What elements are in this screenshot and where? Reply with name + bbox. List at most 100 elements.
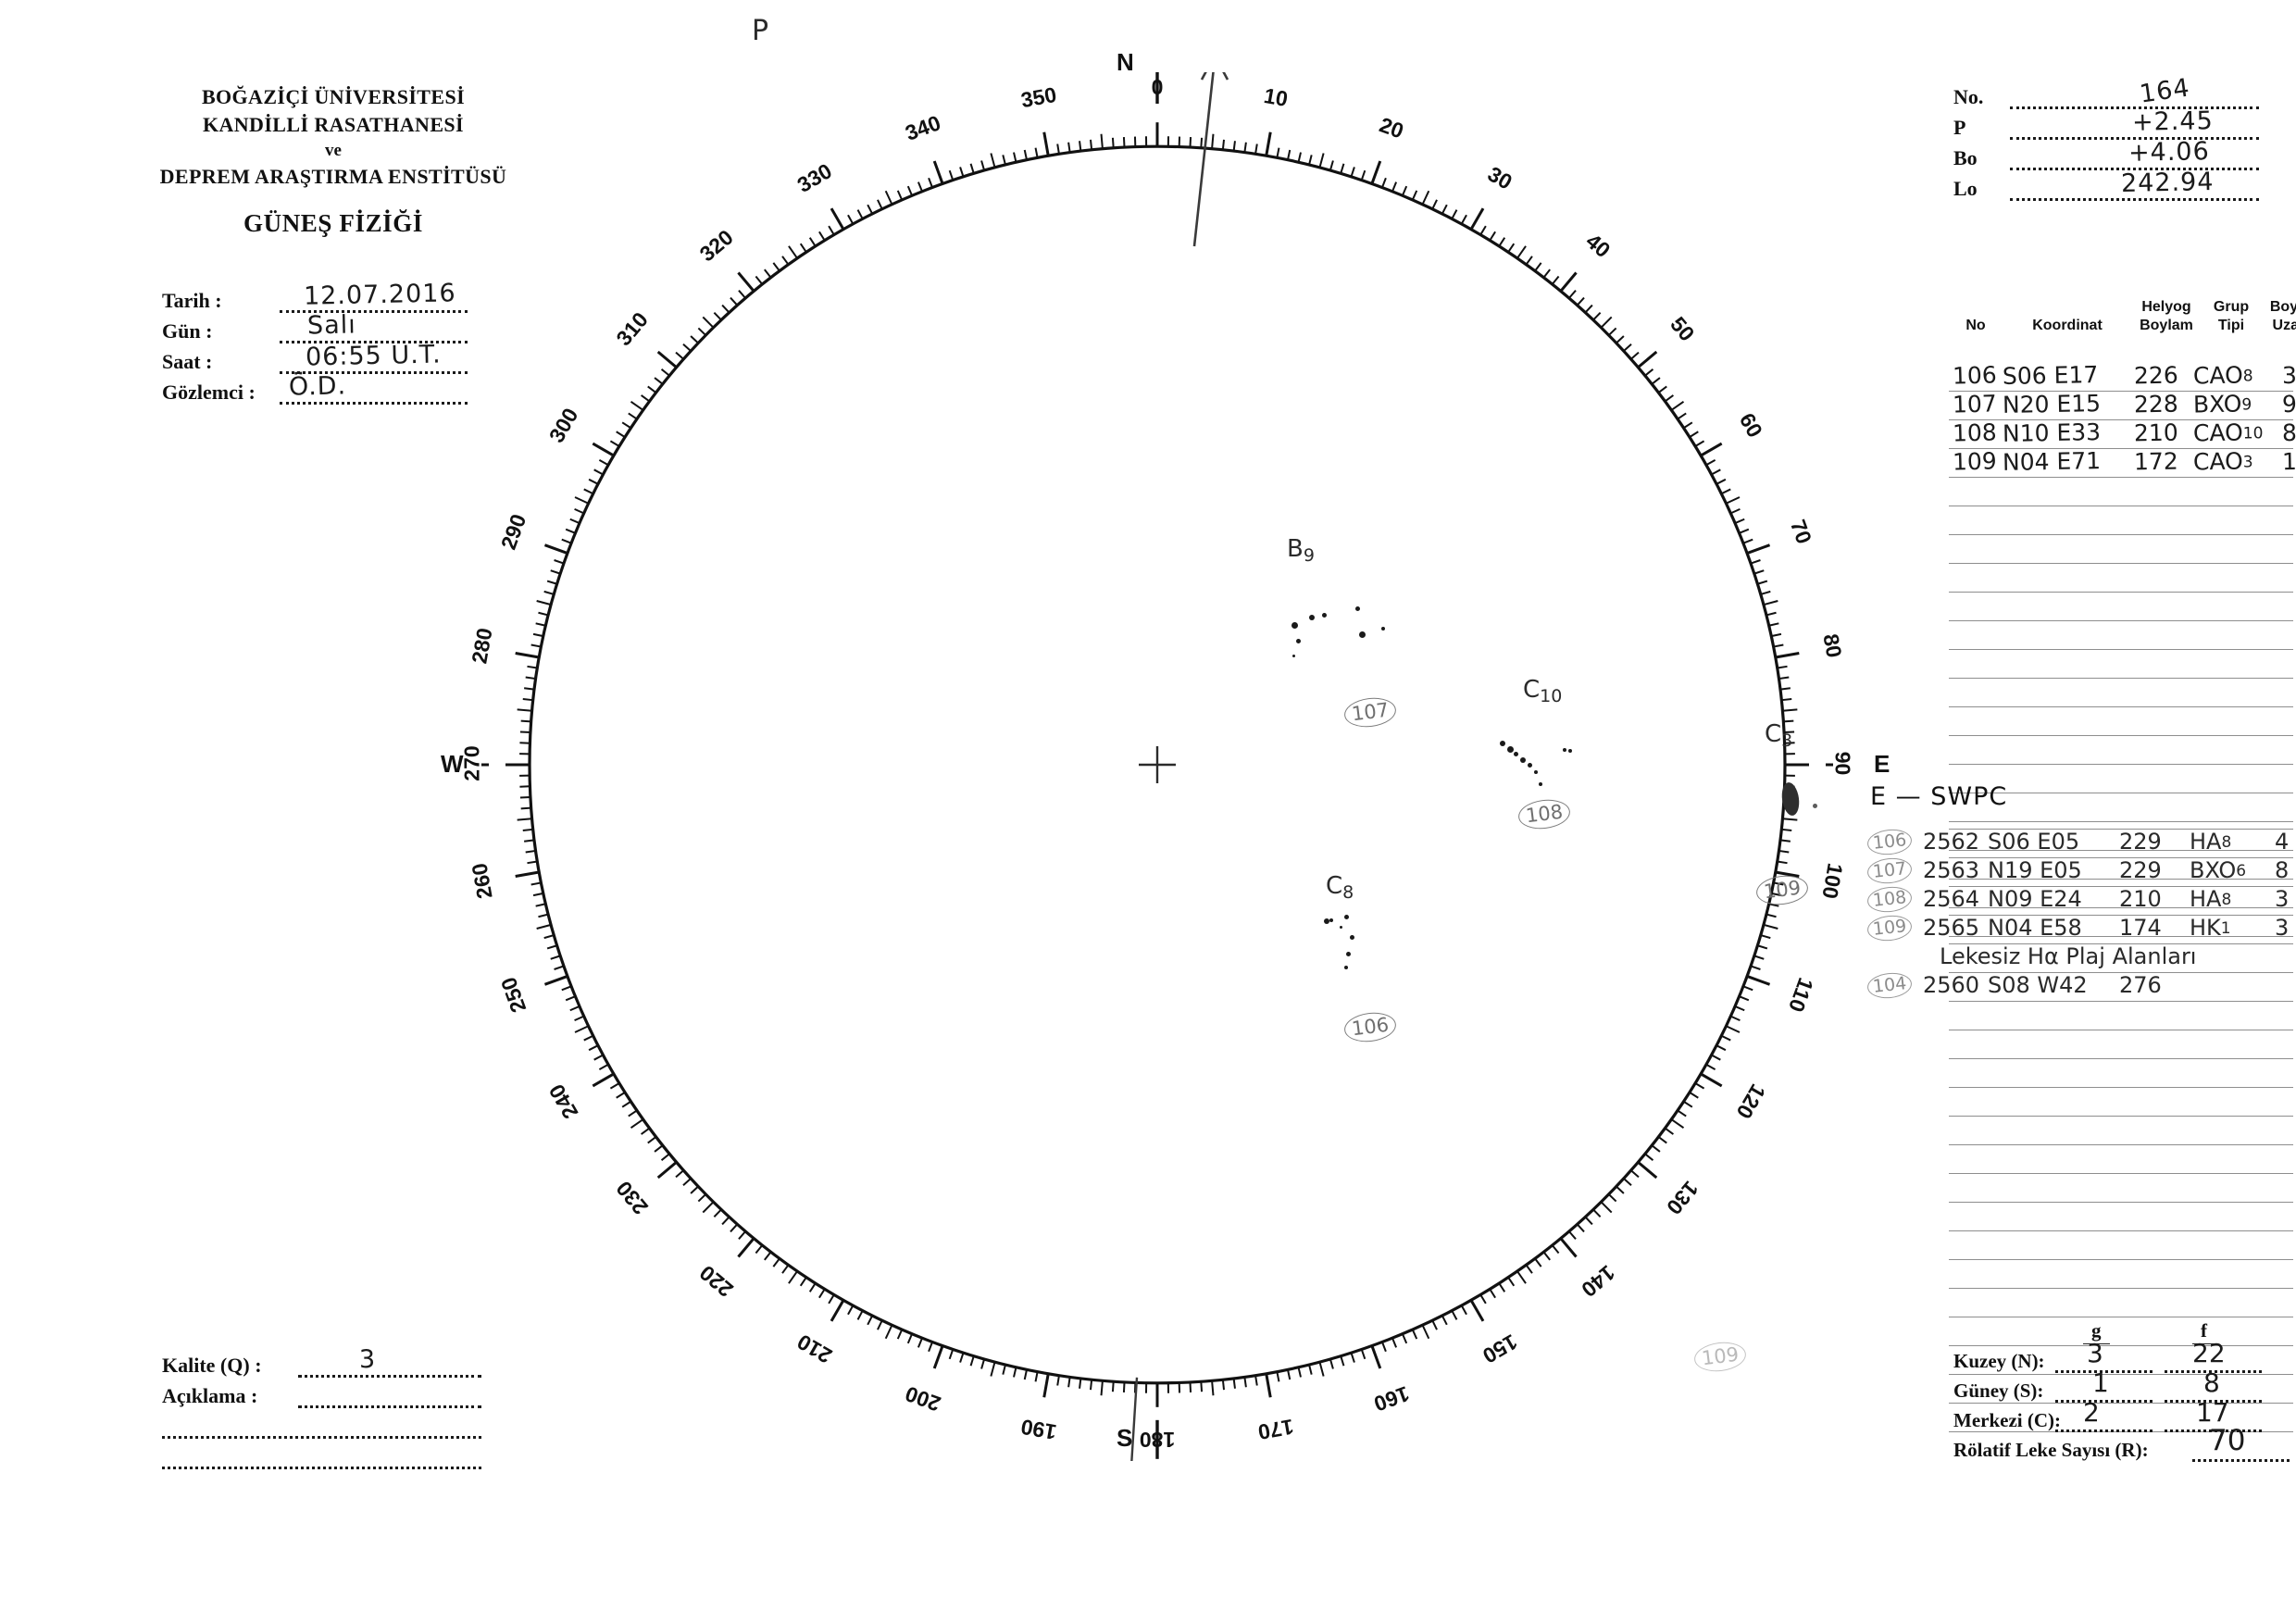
dial-tick [697,1193,706,1203]
counts-north-g-field[interactable]: 3 [2055,1338,2152,1373]
swpc-row: 106 2562 S06 E05 229 HA 8 4 [1866,827,2296,857]
solar-coordinates-block: No. 164 P +2.45 Bo +4.06 Lo 242.94 [1953,73,2259,201]
sunspot-umbra [1329,918,1333,922]
dial-tick [598,459,609,467]
bo-field[interactable]: +4.06 [2010,137,2259,170]
swpc-grup-tipi: HA 8 [2190,829,2232,855]
sunspot-umbra [1322,613,1327,618]
dial-tick [535,903,546,907]
dial-tick [1211,1380,1215,1396]
counts-center-f-field[interactable]: 17 [2165,1397,2262,1432]
dial-tick [1651,377,1661,385]
table-rule [1949,1174,2293,1203]
table-rule [1949,593,2293,621]
remark-field-2[interactable] [162,1419,481,1439]
dial-tick [1689,431,1699,438]
dial-tick [697,327,706,336]
observer-field[interactable]: Ö.D. [280,371,468,405]
remark-row-3 [162,1439,481,1469]
dial-tick [574,1025,589,1033]
time-field[interactable]: 06:55 U.T. [280,340,468,374]
bo-label: Bo [1953,146,1978,169]
counts-relative-field[interactable]: 70 [2192,1424,2290,1462]
dial-tick [538,913,549,918]
dial-tick [1705,1063,1716,1070]
quality-field[interactable]: 3 [298,1345,481,1378]
cell-koordinat: N10 E33 [2002,418,2102,447]
sunspot-umbra [1344,915,1349,919]
dial-tick [1089,139,1093,150]
dial-tick [1592,1208,1602,1218]
cell-grup-tipi-subscript: 9 [2241,395,2252,415]
col-header-koordinat: Koordinat [2032,318,2103,333]
observer-label: Gözlemci : [162,381,256,404]
dial-tick [847,1305,855,1316]
dial-tick [1720,488,1731,495]
swpc-region-id: 2560 [1923,972,1980,998]
swpc-koordinat: S06 E05 [1988,829,2080,855]
dial-tick [1705,459,1716,467]
remark-field-3[interactable] [162,1450,481,1469]
table-rule [1949,736,2293,765]
dial-tick [569,518,580,524]
dial-tick [561,538,572,544]
counts-north-f-field[interactable]: 22 [2165,1338,2262,1373]
dial-tick [675,1169,684,1179]
dial-tick [1677,1109,1687,1117]
swpc-heading: E — SWPC [1870,782,2007,811]
dial-tick [1742,985,1753,992]
group-label-B9: B9 [1287,535,1315,566]
counts-center-g-field[interactable]: 2 [2055,1397,2152,1432]
dial-tick [721,1216,730,1226]
swpc-koordinat: S08 W42 [1988,972,2088,998]
lo-field[interactable]: 242.94 [2010,168,2259,201]
dial-tick [799,1277,807,1287]
dial-tick [906,1333,914,1344]
table-rule [1949,363,2293,392]
p-axis-arrowhead [1200,72,1229,81]
dial-tick [628,1109,638,1117]
no-field[interactable]: 164 [2010,73,2259,109]
sunspot-umbra [1309,615,1315,620]
dial-tick [1391,1337,1398,1348]
counts-south-g-field[interactable]: 1 [2055,1367,2152,1403]
swpc-note-row: Lekesiz Hα Plaj Alanları [1912,943,2296,972]
p-field[interactable]: +2.45 [2010,106,2259,140]
dial-tick [520,806,531,810]
dial-tick [1726,496,1741,505]
dial-tick [1297,1367,1302,1378]
dial-tick [546,580,557,585]
cell-helyog-boylam: 210 [2133,418,2178,447]
dial-tick [660,1153,670,1161]
counts-south-f-field[interactable]: 8 [2165,1367,2262,1403]
dial-tick [799,243,807,253]
remark-field[interactable] [298,1389,481,1408]
sunspot-pore [1813,804,1817,808]
dial-tick [609,1082,620,1090]
dial-tick [1576,1223,1585,1233]
swpc-region-id: 2564 [1923,886,1980,912]
table-rule [1949,880,2293,908]
dial-tick [917,1337,923,1348]
sunspot-umbra [1528,763,1532,768]
dial-tick [583,488,594,495]
dial-tick [1784,730,1795,734]
institution-header: BOĞAZİÇİ ÜNİVERSİTESİ KANDİLLİ RASATHANE… [120,83,546,238]
time-value: 06:55 U.T. [305,340,442,372]
group-label-subscript: 8 [1342,882,1354,903]
table-rule [1949,621,2293,650]
swpc-grup-tipi: HK 1 [2190,915,2231,941]
date-field[interactable]: 12.07.2016 [280,279,468,313]
dial-tick [990,153,996,169]
dial-tick [1034,1371,1039,1382]
day-field[interactable]: Salı [280,310,468,343]
sunspot-umbra [1324,918,1329,924]
table-rule [1949,908,2293,937]
cardinal-north: N [1117,48,1134,76]
cell-grup-tipi: CAO 8 [2192,361,2253,390]
p-row: P +2.45 [1953,106,2259,140]
dial-tick [1421,190,1430,206]
dial-tick [647,385,657,393]
dial-tick [959,167,965,178]
solar-disk-dial: 0 10 20 30 40 50 60 70 80 90 100 110 120 130 140 150 160… [441,15,1890,1461]
